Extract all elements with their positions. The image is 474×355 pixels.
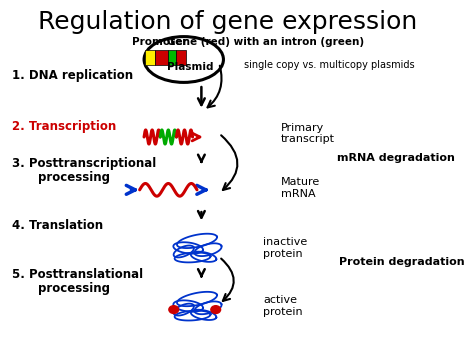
Text: 3. Posttranscriptional: 3. Posttranscriptional bbox=[12, 157, 156, 170]
Text: Regulation of gene expression: Regulation of gene expression bbox=[38, 10, 418, 34]
Bar bbox=[168, 50, 176, 65]
Bar bbox=[155, 50, 168, 65]
Text: 1. DNA replication: 1. DNA replication bbox=[12, 69, 133, 82]
Text: Gene (red) with an intron (green): Gene (red) with an intron (green) bbox=[167, 37, 364, 47]
Text: active
protein: active protein bbox=[263, 295, 303, 317]
Bar bbox=[145, 50, 155, 65]
Bar bbox=[176, 50, 185, 65]
Text: Primary
transcript: Primary transcript bbox=[281, 123, 335, 144]
Text: 5. Posttranslational: 5. Posttranslational bbox=[12, 268, 143, 281]
Text: Protein degradation: Protein degradation bbox=[339, 257, 465, 267]
Circle shape bbox=[169, 306, 179, 313]
Text: Plasmid: Plasmid bbox=[167, 61, 214, 72]
Text: Promoter: Promoter bbox=[132, 37, 187, 47]
Text: processing: processing bbox=[38, 171, 110, 184]
Text: single copy vs. multicopy plasmids: single copy vs. multicopy plasmids bbox=[244, 60, 415, 70]
Text: mRNA degradation: mRNA degradation bbox=[337, 153, 455, 163]
Text: Mature
mRNA: Mature mRNA bbox=[281, 177, 320, 199]
Circle shape bbox=[211, 306, 220, 313]
Text: processing: processing bbox=[38, 282, 110, 295]
Text: 2. Transcription: 2. Transcription bbox=[12, 120, 116, 133]
Text: inactive
protein: inactive protein bbox=[263, 237, 307, 259]
Text: 4. Translation: 4. Translation bbox=[12, 219, 103, 231]
